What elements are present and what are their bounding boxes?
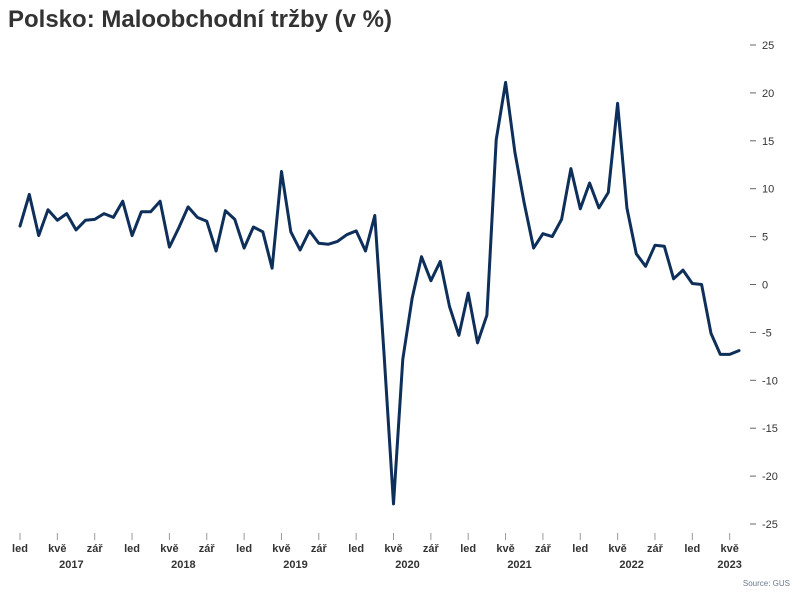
x-tick-label: led: [236, 543, 252, 555]
y-tick-label: -25: [762, 519, 778, 531]
y-tick-label: -20: [762, 471, 778, 483]
x-year-label: 2017: [59, 559, 83, 571]
y-tick-label: -10: [762, 375, 778, 387]
y-tick-label: 0: [762, 280, 768, 292]
x-tick-label: zář: [647, 543, 664, 555]
chart-title: Polsko: Maloobchodní tržby (v %): [8, 6, 393, 33]
x-tick-label: kvě: [496, 543, 514, 555]
x-tick-label: kvě: [608, 543, 626, 555]
x-year-label: 2021: [507, 559, 531, 571]
y-tick-label: 5: [762, 232, 768, 244]
x-tick-label: led: [460, 543, 476, 555]
x-tick-label: kvě: [272, 543, 290, 555]
x-year-label: 2023: [717, 559, 741, 571]
x-tick-label: kvě: [720, 543, 738, 555]
x-tick-label: led: [572, 543, 588, 555]
series-group: [18, 80, 741, 506]
x-tick-label: kvě: [48, 543, 66, 555]
x-tick-label: led: [124, 543, 140, 555]
x-axis: led kvě zář led kvě zář led kvě zář led kvě zář led k…: [12, 533, 742, 571]
x-year-label: 2022: [619, 559, 643, 571]
series-line: [18, 80, 741, 506]
x-tick-label: zář: [535, 543, 552, 555]
x-tick-label: kvě: [160, 543, 178, 555]
y-tick-label: 15: [762, 136, 774, 148]
source-note: Source: GUS: [742, 579, 790, 588]
x-tick-label: led: [684, 543, 700, 555]
x-tick-label: zář: [199, 543, 216, 555]
x-tick-label: zář: [423, 543, 440, 555]
x-year-label: 2018: [171, 559, 195, 571]
x-tick-label: led: [348, 543, 364, 555]
y-tick-label: 25: [762, 40, 774, 52]
x-tick-label: zář: [87, 543, 104, 555]
x-tick-label: zář: [311, 543, 328, 555]
x-year-label: 2020: [395, 559, 419, 571]
x-tick-label: kvě: [384, 543, 402, 555]
y-tick-label: 20: [762, 88, 774, 100]
y-tick-label: -5: [762, 327, 772, 339]
y-tick-label: -15: [762, 423, 778, 435]
x-tick-label: led: [12, 543, 28, 555]
x-year-label: 2019: [283, 559, 307, 571]
y-tick-label: 10: [762, 184, 774, 196]
y-axis: 25 20 15 10 5 0 -5 -10 -15 -20 -25: [750, 40, 778, 531]
